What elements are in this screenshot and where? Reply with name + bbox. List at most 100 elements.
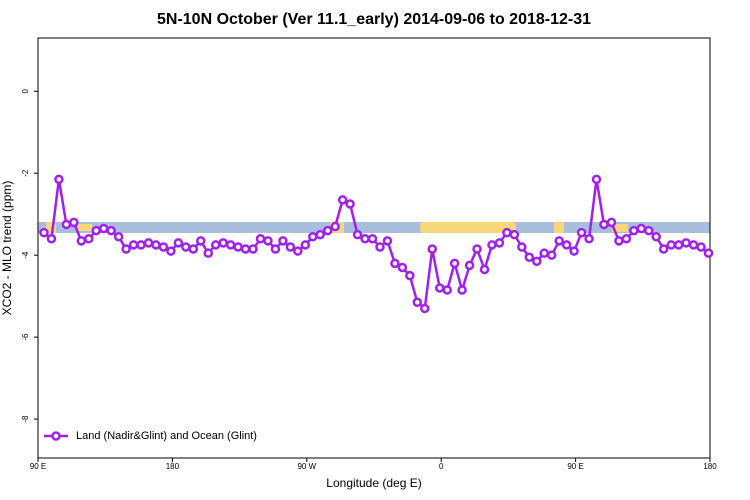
y-tick-label: -8 — [21, 415, 30, 423]
data-point — [106, 225, 116, 236]
data-point — [532, 256, 542, 267]
data-point — [375, 242, 385, 252]
data-point — [614, 236, 624, 246]
y-tick-label: -4 — [21, 251, 30, 259]
data-point — [644, 225, 654, 236]
data-point — [442, 285, 452, 295]
data-point — [263, 236, 273, 246]
data-point — [427, 244, 437, 254]
data-point — [225, 240, 236, 250]
data-point — [61, 219, 72, 230]
data-point — [561, 240, 572, 250]
data-point — [181, 242, 191, 252]
data-point — [524, 252, 535, 262]
data-point — [322, 225, 333, 236]
data-point — [143, 238, 154, 248]
data-point — [464, 260, 475, 271]
data-point — [412, 297, 423, 308]
data-point — [158, 242, 169, 252]
data-point — [591, 174, 602, 185]
data-point — [397, 262, 408, 273]
data-point — [345, 199, 355, 209]
data-point — [666, 240, 676, 250]
data-point — [210, 240, 221, 250]
data-point — [270, 244, 281, 254]
data-point — [360, 234, 370, 244]
data-point — [248, 244, 258, 254]
data-point — [576, 227, 587, 238]
data-point — [308, 231, 318, 242]
x-axis-label: Longitude (deg E) — [326, 476, 421, 490]
data-point — [315, 229, 325, 240]
y-tick-label: -6 — [21, 333, 30, 341]
data-point — [233, 242, 243, 252]
data-point — [636, 223, 647, 234]
data-point — [151, 240, 161, 250]
data-point — [352, 229, 363, 240]
chart-title: 5N-10N October (Ver 11.1_early) 2014-09-… — [157, 11, 591, 28]
data-point — [703, 248, 714, 258]
data-point — [509, 229, 520, 240]
data-point — [479, 264, 490, 275]
data-point — [136, 240, 146, 250]
data-point — [98, 223, 109, 234]
data-point — [300, 240, 311, 250]
data-point — [599, 219, 609, 230]
x-tick-label: 0 — [439, 462, 444, 471]
data-point — [487, 240, 497, 250]
data-point — [658, 244, 669, 254]
x-tick-label: 90 W — [297, 462, 316, 471]
data-point — [382, 236, 393, 246]
data-point — [113, 231, 124, 242]
data-point — [673, 240, 684, 250]
data-point — [621, 234, 632, 244]
data-point — [696, 242, 706, 252]
data-point — [390, 258, 400, 269]
data-point — [91, 225, 101, 236]
data-point — [629, 225, 639, 236]
data-point — [569, 246, 579, 256]
x-tick-label: 90 E — [567, 462, 583, 471]
data-point — [188, 244, 199, 254]
data-point — [203, 248, 213, 258]
data-point — [457, 285, 467, 295]
x-tick-label: 180 — [703, 462, 717, 471]
data-point — [196, 236, 206, 246]
data-point — [546, 250, 557, 260]
data-point — [39, 227, 49, 238]
data-point — [166, 246, 176, 256]
data-point — [420, 303, 430, 314]
data-point — [449, 258, 460, 269]
data-point — [651, 231, 661, 242]
data-point — [121, 244, 131, 254]
y-tick-label: -2 — [21, 169, 30, 177]
data-point — [434, 283, 445, 293]
legend-label: Land (Nadir&Glint) and Ocean (Glint) — [76, 430, 257, 442]
y-tick-label: 0 — [21, 88, 30, 93]
legend-marker — [51, 431, 61, 441]
data-point — [76, 236, 87, 246]
data-point — [367, 234, 378, 244]
data-point — [472, 244, 482, 254]
data-point — [584, 234, 594, 244]
data-point — [46, 234, 57, 244]
x-tick-label: 180 — [166, 462, 180, 471]
y-axis-label: XCO2 - MLO trend (ppm) — [0, 181, 14, 316]
data-point — [84, 234, 94, 244]
data-point — [539, 248, 549, 258]
data-point — [681, 238, 691, 248]
data-point — [69, 217, 79, 228]
data-point — [554, 236, 564, 246]
data-point — [405, 270, 415, 281]
data-point — [240, 244, 251, 254]
x-tick-label: 90 E — [30, 462, 46, 471]
data-point — [218, 238, 228, 248]
data-point — [173, 238, 184, 248]
data-point — [278, 236, 288, 246]
data-point — [606, 217, 617, 228]
data-point — [330, 221, 340, 232]
data-point — [517, 242, 527, 252]
data-point — [54, 174, 64, 185]
data-point — [285, 242, 296, 252]
data-point — [494, 238, 505, 248]
